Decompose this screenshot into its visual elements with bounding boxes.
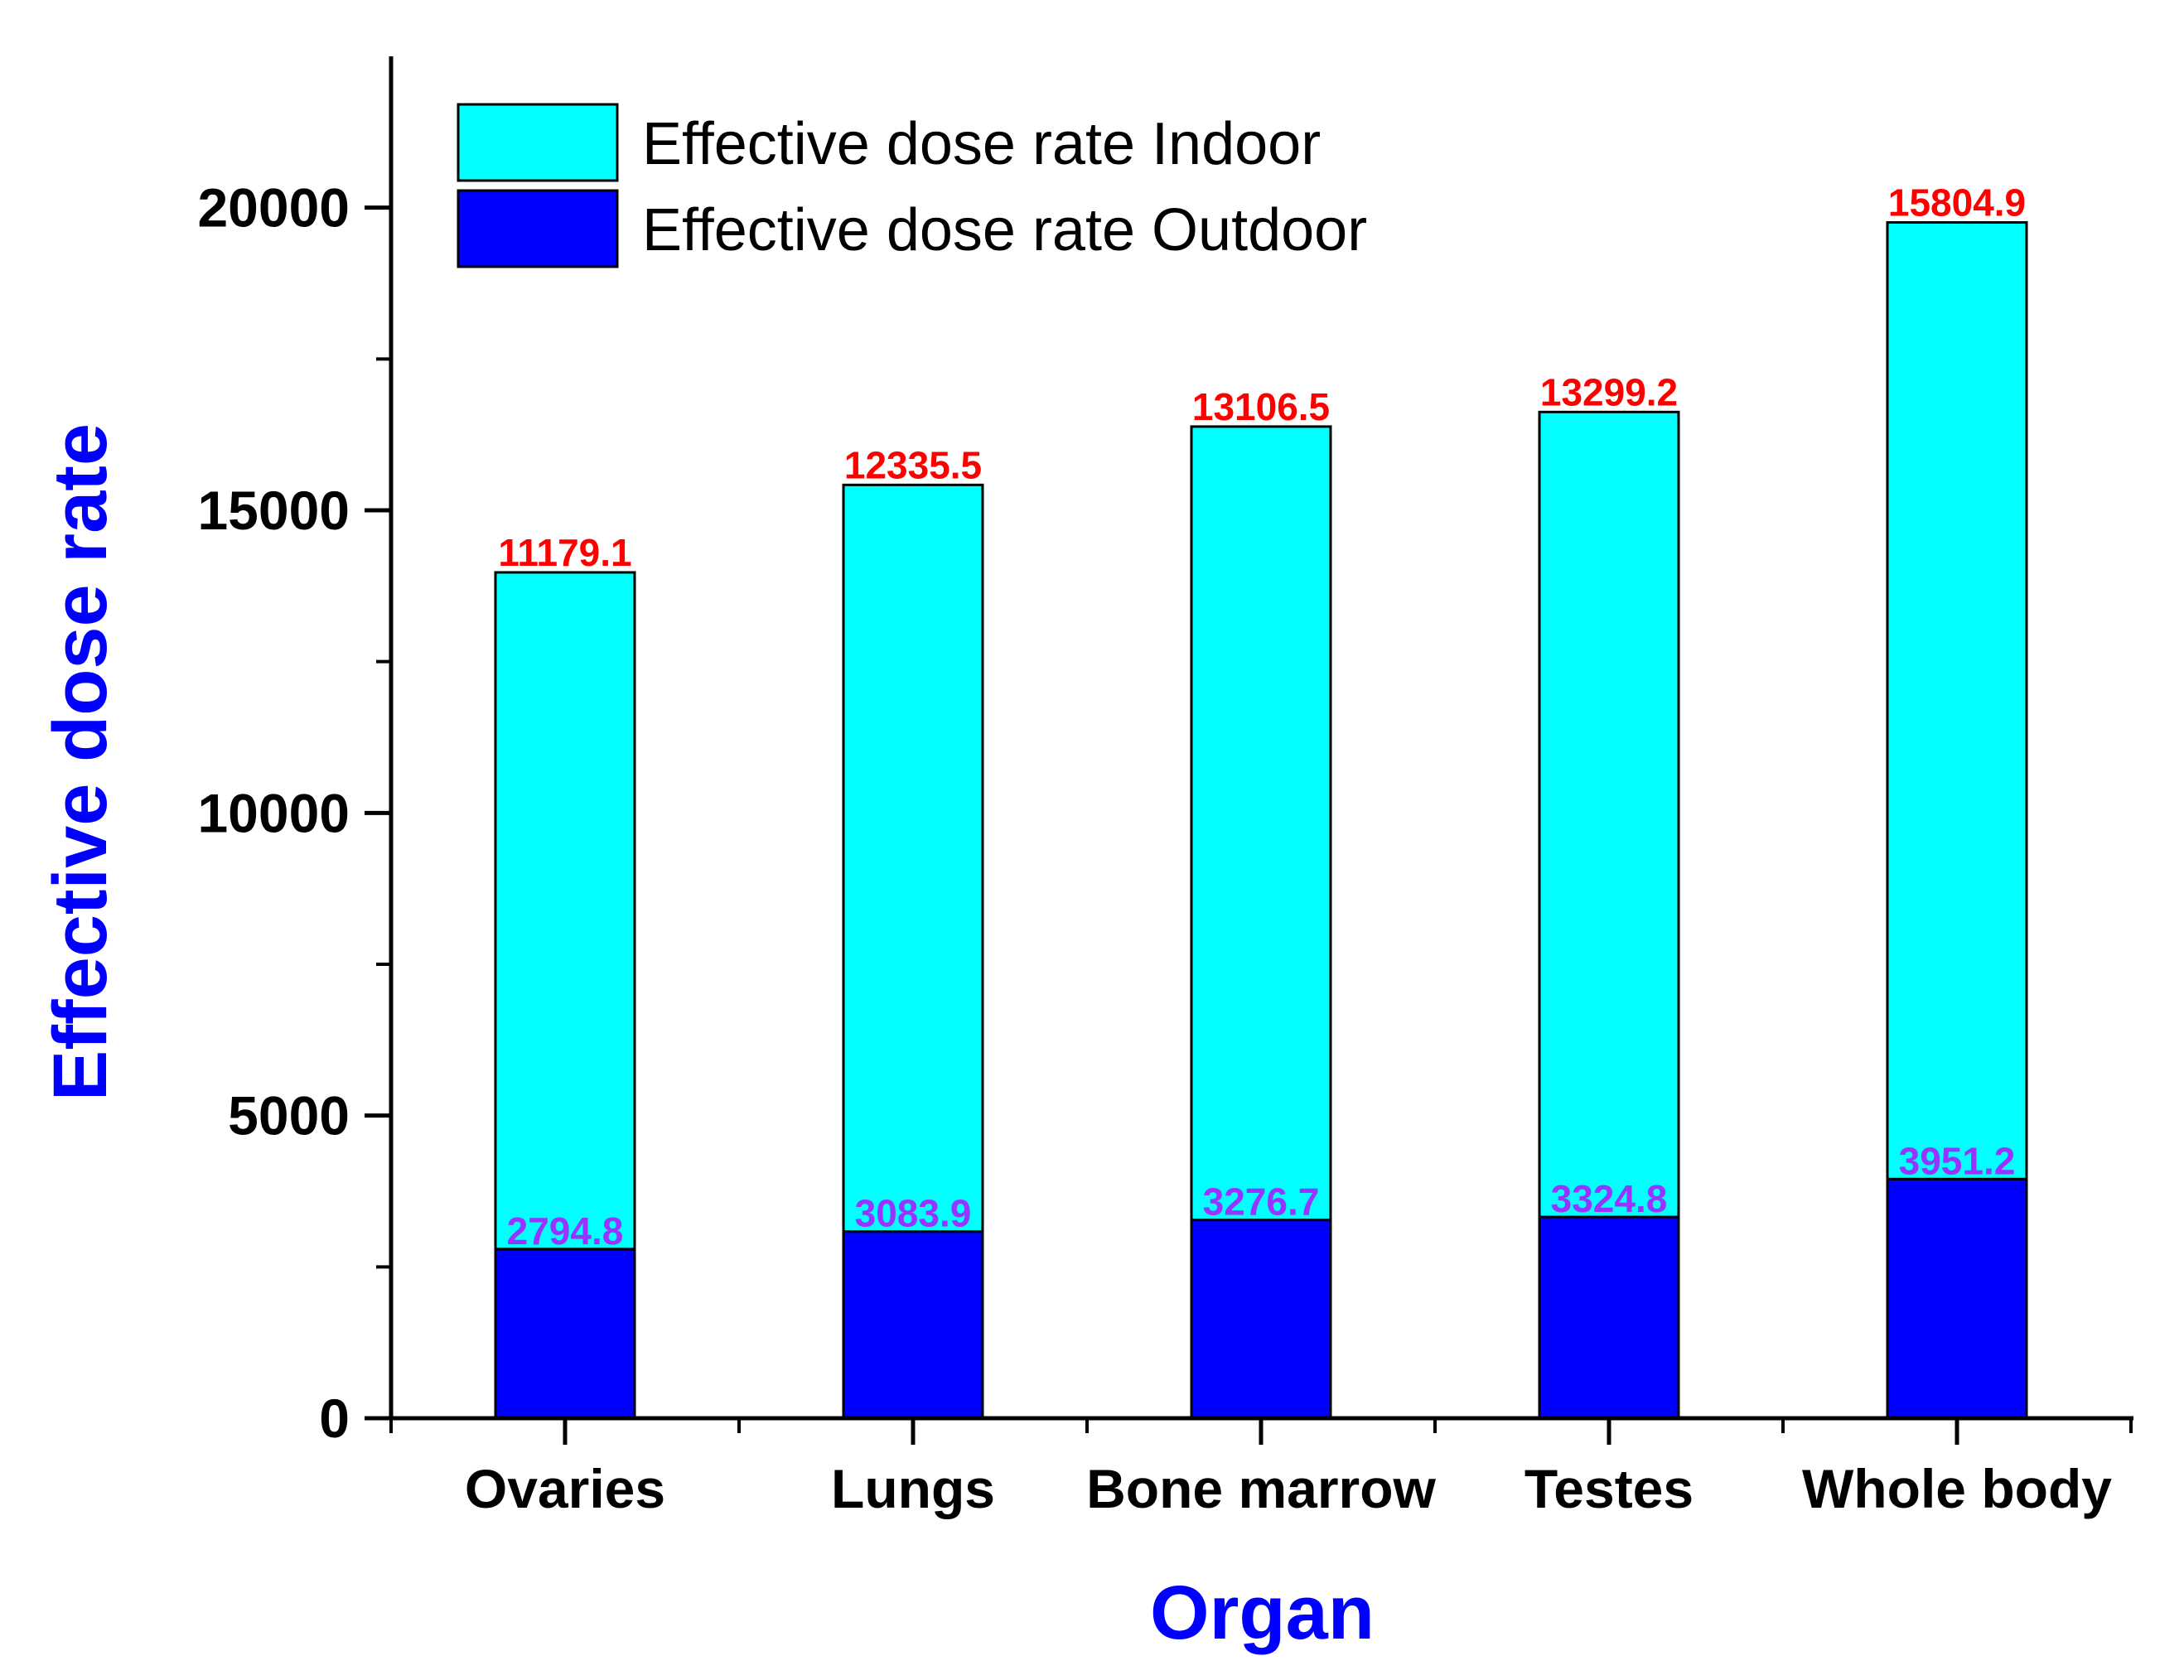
data-label-outdoor: 3951.2 [1899,1139,2016,1182]
data-label-indoor: 11179.1 [498,531,631,574]
legend-swatch-outdoor [457,189,619,268]
x-tick-label: Ovaries [465,1458,665,1519]
bar-outdoor-lungs [842,1230,984,1420]
x-tick-label: Bone marrow [1086,1458,1436,1519]
y-tick-label: 15000 [197,480,350,541]
legend-label-indoor: Effective dose rate Indoor [642,111,1321,177]
y-tick-label: 0 [319,1388,350,1449]
y-tick-label: 5000 [228,1085,350,1147]
data-label-indoor: 13299.2 [1540,370,1678,413]
y-tick-label: 20000 [197,177,350,239]
bar-indoor-bone-marrow [1190,425,1332,1222]
bar-outdoor-ovaries [494,1248,636,1420]
legend: Effective dose rate Indoor Effective dose… [457,103,1367,268]
x-tick-label: Lungs [831,1458,995,1519]
data-label-outdoor: 2794.8 [507,1209,624,1253]
data-label-indoor: 12335.5 [844,443,982,486]
bars-layer [494,220,2028,1420]
bar-outdoor-bone-marrow [1190,1219,1332,1420]
bar-indoor-lungs [842,483,984,1233]
bar-indoor-whole-body [1886,220,2028,1180]
x-tick-label: Whole body [1802,1458,2112,1519]
legend-label-outdoor: Effective dose rate Outdoor [642,197,1367,263]
data-label-indoor: 15804.9 [1888,181,2026,224]
legend-swatch-indoor [457,103,619,182]
data-label-outdoor: 3324.8 [1551,1177,1668,1220]
labels-layer: 2794.8 11179.1 3083.9 12335.5 3276.7 13106.5 3… [498,181,2026,1252]
bar-indoor-ovaries [494,571,636,1251]
y-tick-label: 10000 [197,782,350,843]
x-tick-label: Testes [1524,1458,1694,1519]
x-axis-title: Organ [1150,1571,1375,1655]
data-label-outdoor: 3083.9 [855,1192,972,1235]
axes-layer: 0 5000 10000 15000 20000 Ovaries Lungs Bone mar… [38,56,2133,1655]
bar-indoor-testes [1538,410,1680,1219]
y-axis-title: Effective dose rate [38,423,123,1101]
bar-outdoor-testes [1538,1215,1680,1420]
bar-outdoor-whole-body [1886,1177,2028,1420]
data-label-indoor: 13106.5 [1192,385,1330,428]
data-label-outdoor: 3276.7 [1203,1180,1320,1224]
